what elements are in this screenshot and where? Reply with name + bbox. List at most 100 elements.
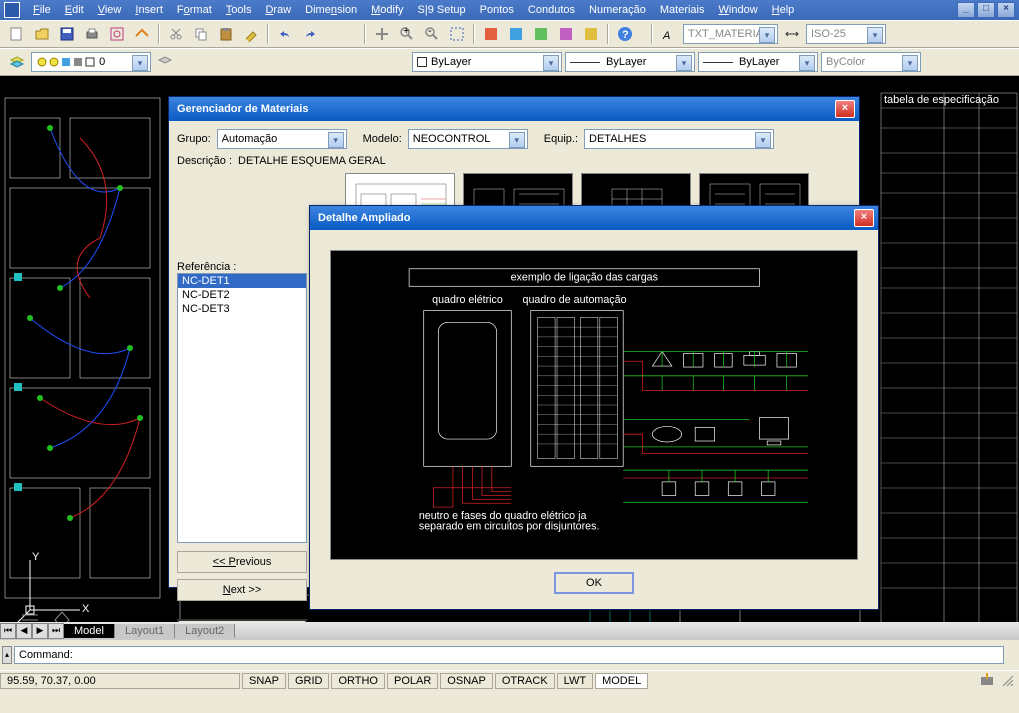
layer-manager-icon[interactable] — [6, 51, 28, 73]
menu-help[interactable]: Help — [765, 4, 802, 16]
print-icon[interactable] — [81, 23, 103, 45]
resize-grip-icon[interactable] — [1001, 674, 1015, 688]
cut-icon[interactable] — [165, 23, 187, 45]
dim-style-combo[interactable]: ISO-25 — [806, 24, 886, 44]
dialog1-close-button[interactable]: × — [835, 100, 855, 118]
lineweight-combo[interactable]: ByLayer — [698, 52, 818, 72]
restore-button[interactable]: □ — [977, 2, 995, 18]
menu-file[interactable]: File — [26, 4, 58, 16]
tab-layout1[interactable]: Layout1 — [115, 624, 175, 638]
help-icon[interactable]: ? — [614, 23, 636, 45]
otrack-toggle[interactable]: OTRACK — [495, 673, 555, 689]
new-icon[interactable] — [6, 23, 28, 45]
zoom-out-icon[interactable]: - — [421, 23, 443, 45]
ok-button[interactable]: OK — [554, 572, 634, 594]
polar-toggle[interactable]: POLAR — [387, 673, 438, 689]
tab-layout2[interactable]: Layout2 — [175, 624, 235, 638]
tab-model[interactable]: Model — [64, 624, 115, 638]
tool-e-icon[interactable] — [580, 23, 602, 45]
menu-pontos[interactable]: Pontos — [473, 4, 521, 16]
plot-preview-icon[interactable] — [106, 23, 128, 45]
menu-view[interactable]: View — [91, 4, 129, 16]
grupo-label: Grupo: — [177, 133, 211, 145]
toolbar-standard: + - ? A TXT_MATERIA ISO-25 — [0, 20, 1019, 48]
status-area: ▴ 95.59, 70.37, 0.00 SNAP GRID ORTHO POL… — [0, 640, 1019, 713]
tray-icon[interactable] — [979, 671, 995, 690]
undo-icon[interactable] — [274, 23, 296, 45]
close-button[interactable]: × — [997, 2, 1015, 18]
menu-dimension[interactable]: Dimension — [298, 4, 364, 16]
menu-materiais[interactable]: Materiais — [653, 4, 712, 16]
desc-value: DETALHE ESQUEMA GERAL — [238, 155, 386, 167]
modelo-label: Modelo: — [363, 133, 402, 145]
tool-b-icon[interactable] — [505, 23, 527, 45]
grupo-combo[interactable]: Automação — [217, 129, 347, 149]
paste-icon[interactable] — [215, 23, 237, 45]
save-icon[interactable] — [56, 23, 78, 45]
reference-listbox[interactable]: NC-DET1 NC-DET2 NC-DET3 — [177, 273, 307, 543]
previous-button[interactable]: << Previous — [177, 551, 307, 573]
svg-text:quadro de automação: quadro de automação — [523, 294, 627, 306]
next-button[interactable]: Next >> — [177, 579, 307, 601]
svg-text:Y: Y — [32, 551, 40, 563]
menu-tools[interactable]: Tools — [219, 4, 259, 16]
tool-d-icon[interactable] — [555, 23, 577, 45]
color-combo[interactable]: ByLayer — [412, 52, 562, 72]
copy-icon[interactable] — [190, 23, 212, 45]
redo-icon[interactable] — [299, 23, 321, 45]
svg-text:X: X — [82, 603, 90, 615]
dialog1-title: Gerenciador de Materiais — [177, 103, 308, 115]
equip-combo[interactable]: DETALHES — [584, 129, 774, 149]
command-input[interactable] — [14, 646, 1004, 664]
menu-draw[interactable]: Draw — [258, 4, 298, 16]
dialog2-close-button[interactable]: × — [854, 209, 874, 227]
menubar: File Edit View Insert Format Tools Draw … — [0, 0, 1019, 20]
text-style-combo[interactable]: TXT_MATERIA — [683, 24, 778, 44]
menu-format[interactable]: Format — [170, 4, 219, 16]
grid-toggle[interactable]: GRID — [288, 673, 330, 689]
diagram-title: exemplo de ligação das cargas — [511, 271, 658, 283]
tab-last-icon[interactable]: ⏭ — [48, 623, 64, 639]
list-item[interactable]: NC-DET3 — [178, 302, 306, 316]
plotstyle-combo[interactable]: ByColor — [821, 52, 921, 72]
layer-combo[interactable]: 0 — [31, 52, 151, 72]
equip-label: Equip.: — [544, 133, 578, 145]
tool-c-icon[interactable] — [530, 23, 552, 45]
tab-next-icon[interactable]: ▶ — [32, 623, 48, 639]
dim-style-icon[interactable] — [781, 23, 803, 45]
dialog2-titlebar[interactable]: Detalhe Ampliado × — [310, 206, 878, 230]
layer-prev-icon[interactable] — [154, 51, 176, 73]
svg-text:tabela de especificação: tabela de especificação — [884, 94, 999, 106]
osnap-toggle[interactable]: OSNAP — [440, 673, 493, 689]
tool-a-icon[interactable] — [480, 23, 502, 45]
zoom-window-icon[interactable] — [446, 23, 468, 45]
list-item[interactable]: NC-DET1 — [178, 274, 306, 288]
menu-numeracao[interactable]: Numeração — [582, 4, 653, 16]
linetype-combo[interactable]: ByLayer — [565, 52, 695, 72]
tab-first-icon[interactable]: ⏮ — [0, 623, 16, 639]
publish-icon[interactable] — [131, 23, 153, 45]
snap-toggle[interactable]: SNAP — [242, 673, 286, 689]
menu-window[interactable]: Window — [712, 4, 765, 16]
ortho-toggle[interactable]: ORTHO — [331, 673, 385, 689]
minimize-button[interactable]: _ — [957, 2, 975, 18]
pan-icon[interactable] — [371, 23, 393, 45]
match-prop-icon[interactable] — [240, 23, 262, 45]
menu-condutos[interactable]: Condutos — [521, 4, 582, 16]
model-toggle[interactable]: MODEL — [595, 673, 648, 689]
lwt-toggle[interactable]: LWT — [557, 673, 593, 689]
cmd-scroll-icon[interactable]: ▴ — [2, 646, 12, 664]
menu-s9setup[interactable]: S|9 Setup — [411, 4, 473, 16]
menu-edit[interactable]: Edit — [58, 4, 91, 16]
coords-display: 95.59, 70.37, 0.00 — [0, 673, 240, 689]
tab-prev-icon[interactable]: ◀ — [16, 623, 32, 639]
open-icon[interactable] — [31, 23, 53, 45]
text-style-icon[interactable]: A — [658, 23, 680, 45]
dialog1-titlebar[interactable]: Gerenciador de Materiais × — [169, 97, 859, 121]
diagram-preview: exemplo de ligação das cargas quadro elé… — [330, 250, 858, 560]
zoom-rt-icon[interactable]: + — [396, 23, 418, 45]
menu-insert[interactable]: Insert — [128, 4, 170, 16]
list-item[interactable]: NC-DET2 — [178, 288, 306, 302]
menu-modify[interactable]: Modify — [364, 4, 410, 16]
modelo-combo[interactable]: NEOCONTROL — [408, 129, 528, 149]
